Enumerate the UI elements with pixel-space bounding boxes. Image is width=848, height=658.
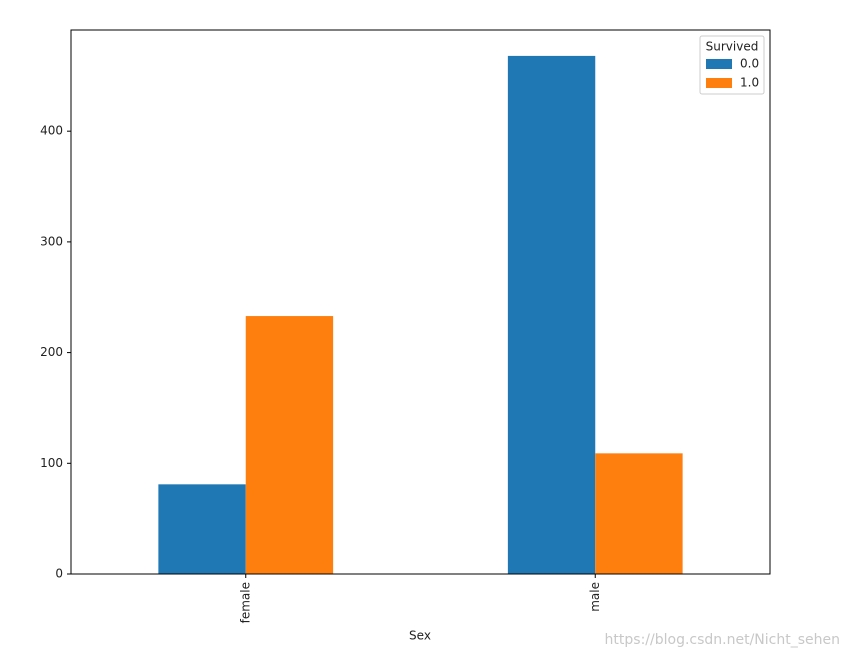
bar bbox=[158, 484, 246, 574]
y-tick-label: 400 bbox=[40, 124, 63, 138]
legend-swatch bbox=[706, 78, 732, 88]
legend-label: 0.0 bbox=[740, 57, 759, 71]
bar bbox=[507, 55, 596, 574]
legend-swatch bbox=[706, 59, 732, 69]
watermark: https://blog.csdn.net/Nicht_sehen bbox=[605, 632, 840, 648]
legend-label: 1.0 bbox=[740, 76, 759, 90]
legend-title: Survived bbox=[706, 40, 759, 54]
y-tick-label: 0 bbox=[55, 567, 63, 581]
bar bbox=[595, 453, 683, 574]
y-tick-label: 100 bbox=[40, 456, 63, 470]
y-tick-label: 200 bbox=[40, 345, 63, 359]
plot-frame bbox=[70, 29, 771, 575]
x-tick-label: male bbox=[588, 582, 602, 612]
bar bbox=[245, 316, 334, 574]
y-tick-label: 300 bbox=[40, 234, 63, 248]
x-axis-label: Sex bbox=[409, 629, 431, 643]
x-tick-label: female bbox=[238, 582, 252, 623]
